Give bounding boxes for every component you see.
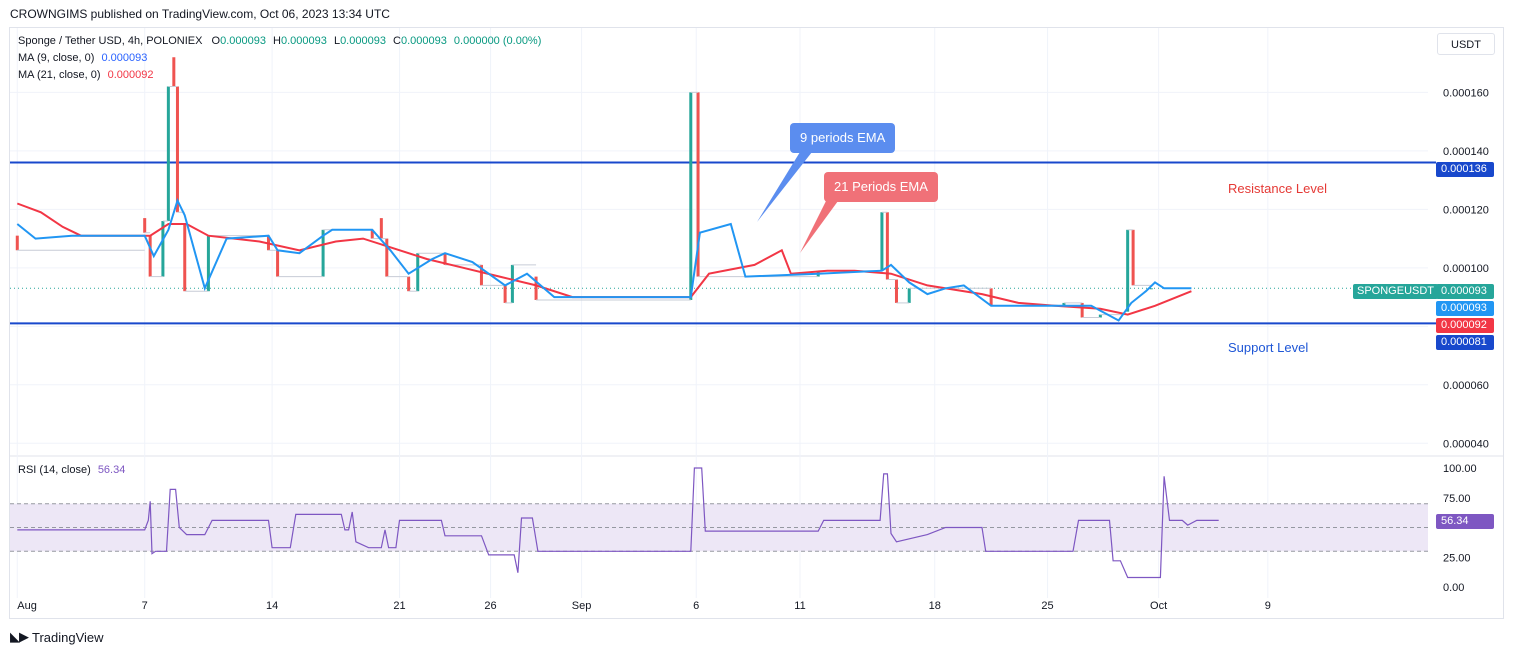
candle xyxy=(416,253,420,292)
candle xyxy=(183,223,187,292)
x-tick-label: 11 xyxy=(794,600,805,612)
ma21-label: MA (21, close, 0) xyxy=(18,69,101,81)
candle xyxy=(907,288,911,303)
rsi-label: RSI (14, close) xyxy=(18,464,91,476)
candle xyxy=(689,92,693,300)
y-tick-label: 0.000040 xyxy=(1443,438,1489,450)
ma9-value: 0.000093 xyxy=(101,52,148,64)
rsi-tick-label: 25.00 xyxy=(1443,552,1471,564)
ma21-line xyxy=(16,202,1192,316)
high-label: H xyxy=(273,35,281,47)
candle xyxy=(696,92,700,277)
resistance-price-tag: 0.000136 xyxy=(1436,162,1494,177)
y-tick-label: 0.000140 xyxy=(1443,146,1489,158)
candle xyxy=(379,218,383,239)
candle xyxy=(534,276,538,300)
x-tick-label: 26 xyxy=(484,600,496,612)
change-value: 0.000000 (0.00%) xyxy=(453,35,542,47)
chart-frame xyxy=(9,27,1504,619)
ma9-label: MA (9, close, 0) xyxy=(18,52,95,64)
x-tick-label: Aug xyxy=(17,600,37,612)
open-label: O xyxy=(211,35,221,47)
ma21-price-tag: 0.000092 xyxy=(1436,318,1494,333)
candle xyxy=(407,276,411,292)
candle xyxy=(479,264,483,286)
y-tick-label: 0.000100 xyxy=(1443,263,1489,275)
ma21-legend[interactable]: MA (21, close, 0) 0.000092 xyxy=(18,69,154,81)
candle xyxy=(321,229,325,277)
tradingview-brand: TradingView xyxy=(32,629,104,645)
low-value: 0.000093 xyxy=(340,35,386,47)
close-value: 0.000093 xyxy=(400,35,447,47)
x-tick-label: Sep xyxy=(572,600,592,612)
candle xyxy=(166,86,170,222)
ma9-line xyxy=(16,197,1192,322)
candle xyxy=(1131,229,1135,286)
candle xyxy=(175,86,179,213)
candle xyxy=(206,235,210,292)
y-tick-label: 0.000060 xyxy=(1443,380,1489,392)
x-tick-label: 21 xyxy=(393,600,405,612)
candle xyxy=(172,57,176,87)
x-tick-label: 25 xyxy=(1041,600,1053,612)
tradingview-mark-icon: ◣▶ xyxy=(10,629,29,644)
ma9-legend[interactable]: MA (9, close, 0) 0.000093 xyxy=(18,52,147,64)
rsi-price-tag: 56.34 xyxy=(1436,514,1494,529)
candle xyxy=(503,285,507,303)
publish-info: CROWNGIMS published on TradingView.com, … xyxy=(10,7,390,21)
tradingview-logo[interactable]: ◣▶ TradingView xyxy=(10,629,104,645)
x-tick-label: 18 xyxy=(929,600,941,612)
rsi-tick-label: 0.00 xyxy=(1443,582,1464,594)
candle xyxy=(276,250,280,277)
candle xyxy=(148,235,152,277)
symbol-price-tag: SPONGEUSDT xyxy=(1353,284,1439,299)
x-tick-label: 6 xyxy=(693,600,699,612)
high-value: 0.000093 xyxy=(280,35,327,47)
candle xyxy=(510,264,514,303)
ema21-callout: 21 Periods EMA xyxy=(824,172,938,202)
rsi-tick-label: 75.00 xyxy=(1443,493,1471,505)
candle xyxy=(15,235,19,251)
candle xyxy=(1080,302,1084,318)
x-tick-label: 9 xyxy=(1265,600,1271,612)
rsi-legend[interactable]: RSI (14, close) 56.34 xyxy=(18,464,125,476)
y-tick-label: 0.000120 xyxy=(1443,204,1489,216)
ma21-value: 0.000092 xyxy=(107,69,154,81)
resistance-level-label: Resistance Level xyxy=(1228,181,1327,196)
candle xyxy=(443,253,447,265)
candle xyxy=(370,229,374,239)
candle xyxy=(885,212,889,280)
y-tick-label: 0.000160 xyxy=(1443,87,1489,99)
candle xyxy=(1062,302,1066,306)
ma9-price-tag: 0.000093 xyxy=(1436,301,1494,316)
last-price-tag: 0.000093 xyxy=(1436,284,1494,299)
support-price-tag: 0.000081 xyxy=(1436,335,1494,350)
rsi-tick-label: 100.00 xyxy=(1443,463,1477,475)
candle xyxy=(143,218,147,233)
symbol-name: Sponge / Tether USD, 4h, POLONIEX xyxy=(18,35,203,47)
open-value: 0.000093 xyxy=(220,35,266,47)
candle xyxy=(1098,314,1102,318)
candle xyxy=(385,238,389,277)
x-tick-label: 7 xyxy=(142,600,148,612)
candle xyxy=(880,212,884,271)
ema9-callout: 9 periods EMA xyxy=(790,123,896,153)
rsi-line xyxy=(17,467,1219,579)
support-level-label: Support Level xyxy=(1228,340,1309,355)
symbol-legend[interactable]: Sponge / Tether USD, 4h, POLONIEX O0.000… xyxy=(18,35,541,47)
x-tick-label: Oct xyxy=(1150,600,1167,612)
ema21-callout-pointer xyxy=(800,201,838,253)
close-label: C xyxy=(393,35,401,47)
rsi-value: 56.34 xyxy=(97,464,126,476)
ema9-callout-pointer xyxy=(757,152,812,222)
x-tick-label: 14 xyxy=(266,600,278,612)
currency-selector[interactable]: USDT xyxy=(1437,33,1495,55)
candle xyxy=(1149,288,1153,290)
candle xyxy=(894,279,898,303)
candle xyxy=(161,221,165,277)
candle xyxy=(1126,229,1130,312)
low-label: L xyxy=(333,35,341,47)
